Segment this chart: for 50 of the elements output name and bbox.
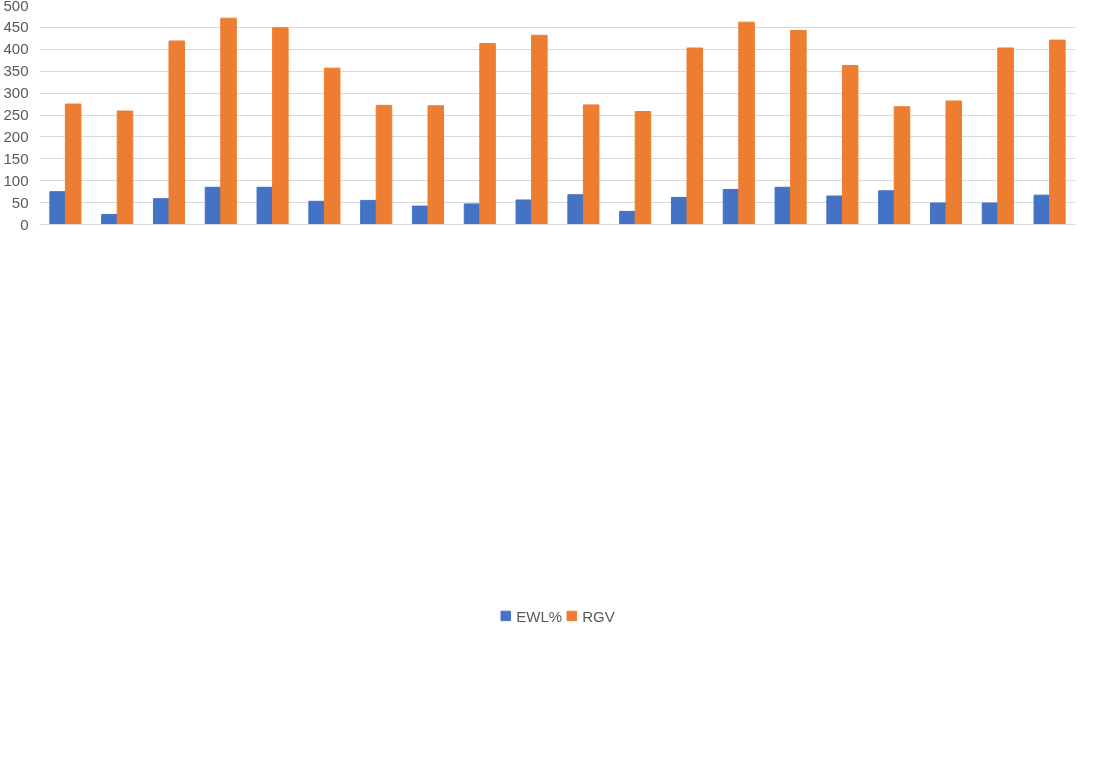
bar	[878, 190, 895, 225]
bar	[790, 29, 807, 225]
y-tick-label: 200	[3, 127, 29, 145]
y-tick-label: 500	[3, 0, 29, 14]
y-tick-label: 50	[11, 193, 29, 211]
bar	[567, 194, 584, 225]
bar	[463, 203, 481, 225]
bar	[220, 17, 237, 225]
bar	[929, 202, 947, 225]
y-tick-label: 0	[20, 215, 29, 233]
legend-label: RGV	[582, 607, 615, 625]
bar	[323, 67, 341, 225]
bar	[116, 110, 134, 225]
bar	[893, 106, 911, 225]
bar	[945, 100, 963, 225]
bar	[826, 195, 843, 225]
bar	[64, 103, 82, 225]
bar	[49, 191, 66, 225]
bar	[1033, 194, 1051, 225]
bar	[411, 205, 429, 225]
bar	[997, 47, 1014, 225]
bar	[360, 199, 377, 225]
bar	[774, 186, 792, 225]
bar	[1049, 39, 1066, 225]
y-tick-label: 400	[3, 40, 29, 58]
bar	[686, 47, 704, 225]
y-tick-label: 300	[3, 84, 29, 102]
y-tick-label: 250	[3, 106, 29, 123]
y-tick-label: 450	[3, 18, 29, 36]
bar	[308, 200, 325, 225]
y-tick-label: 100	[3, 171, 29, 189]
bar	[375, 104, 393, 225]
bar	[841, 65, 859, 225]
bar	[515, 199, 533, 225]
bar	[479, 43, 496, 225]
bar	[981, 202, 999, 225]
y-tick-label: 350	[3, 62, 29, 80]
y-tick-label: 150	[3, 149, 29, 167]
bar	[256, 186, 274, 225]
bar	[738, 21, 755, 225]
bar	[168, 40, 186, 225]
bar	[531, 34, 548, 225]
bar	[272, 27, 289, 225]
bar	[634, 111, 652, 225]
legend-label: EWL%	[516, 607, 563, 625]
bar	[582, 104, 600, 225]
bar	[101, 213, 118, 225]
bar	[427, 105, 445, 225]
bar	[152, 198, 170, 225]
bar	[619, 210, 636, 225]
